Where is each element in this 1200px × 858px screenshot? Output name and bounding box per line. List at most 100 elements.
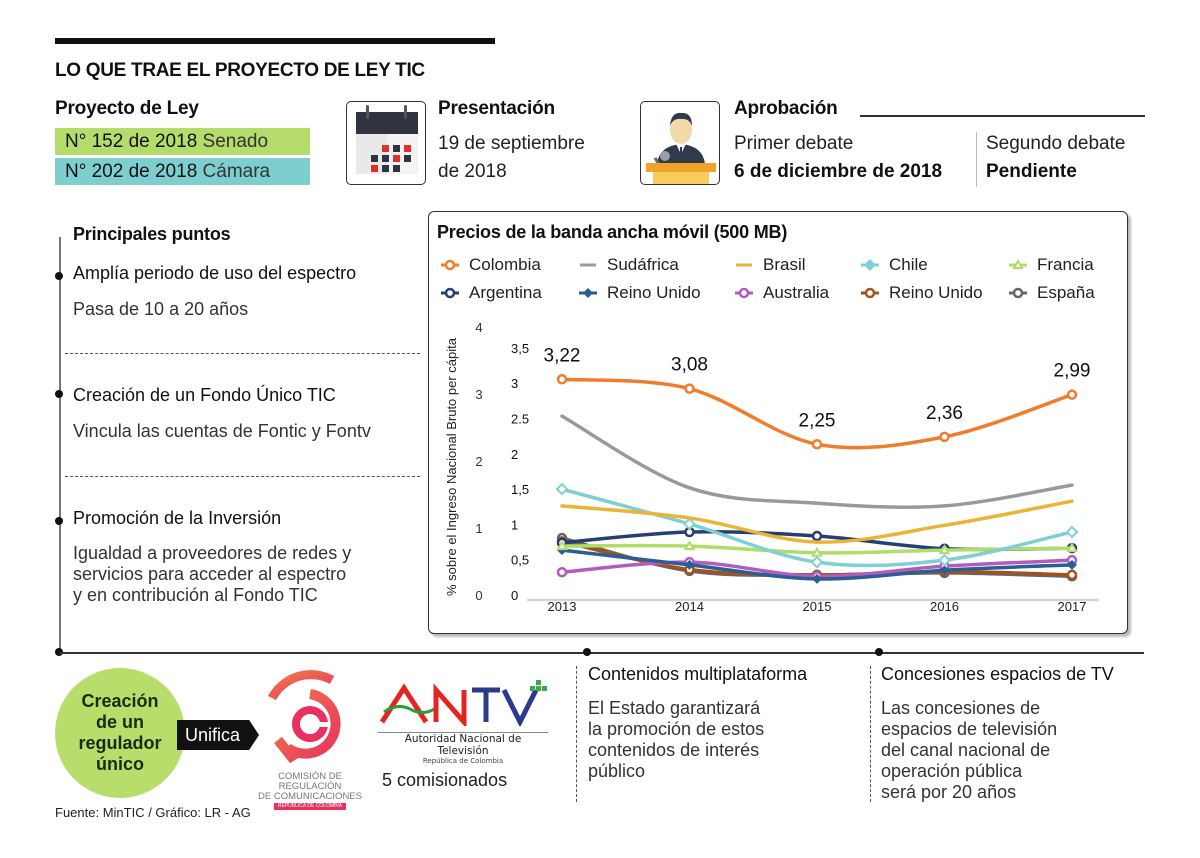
y-tick-label: 2 <box>475 454 482 469</box>
top-rule <box>55 38 495 44</box>
legend-swatch-argentina <box>441 287 459 299</box>
legend-swatch-espana <box>1009 287 1027 299</box>
y-tick-label-inner: 0,5 <box>511 553 529 568</box>
timeline-vertical <box>59 237 61 653</box>
primer-debate-value: 6 de diciembre de 2018 <box>734 161 943 182</box>
y-tick-label-inner: 1 <box>511 517 518 532</box>
legend-swatch-colombia <box>441 259 459 271</box>
marker-reino-unido <box>1067 559 1077 570</box>
series-line-sudafrica <box>560 414 1074 509</box>
senado-label: Senado <box>202 131 269 152</box>
marker-francia <box>683 540 696 551</box>
timeline-horizontal <box>59 652 1144 654</box>
marker-reino-unido <box>684 559 695 570</box>
timeline-dot <box>583 648 591 656</box>
circle-line: de un <box>95 712 144 732</box>
punto-1-body: Pasa de 10 a 20 años <box>73 299 249 319</box>
circle-line: Creación <box>81 691 159 711</box>
camara-tag: N° 202 de 2018 Cámara <box>55 158 310 185</box>
legend-swatch-chile <box>861 259 879 271</box>
y-tick-label: 3 <box>475 387 482 402</box>
concesiones-line: será por 20 años <box>881 782 1017 802</box>
camara-label: Cámara <box>202 161 271 182</box>
line-chart: % sobre el Ingreso Nacional Bruto per cá… <box>444 320 1099 614</box>
camara-number: N° 202 de 2018 <box>65 161 198 182</box>
legend-item: Argentina <box>439 283 542 303</box>
legend-label: Reino Unido <box>607 283 701 302</box>
marker-francia <box>1066 542 1078 553</box>
legend-label: Francia <box>1037 255 1094 274</box>
puntos-heading: Principales puntos <box>73 224 231 244</box>
marker-francia <box>1012 258 1024 269</box>
crc-logo-text-3: REPÚBLICA DE COLOMBIA <box>274 803 346 810</box>
data-label: 2,25 <box>799 410 836 431</box>
x-tick-label: 2013 <box>548 599 577 614</box>
aprobacion-heading: Aprobación <box>734 98 838 119</box>
legend-swatch-australia <box>735 287 753 299</box>
legend-item: España <box>1007 283 1095 303</box>
concesiones-title: Concesiones espacios de TV <box>881 664 1114 684</box>
series-line-brasil <box>560 499 1074 544</box>
marker-chile <box>938 553 951 567</box>
legend-item: Chile <box>859 255 928 275</box>
punto-3-body: Igualdad a proveedores de redes y servic… <box>73 543 351 606</box>
marker-reino-unido <box>812 573 822 584</box>
contenidos-line: contenidos de interés <box>588 740 760 760</box>
circle-line: único <box>95 754 144 774</box>
timeline-dot <box>875 648 883 656</box>
timeline-dot <box>55 390 63 398</box>
marker-colombia <box>444 259 456 271</box>
circle-line: regulador <box>78 733 162 753</box>
marker-francia <box>556 540 568 551</box>
data-label: 3,22 <box>544 345 581 366</box>
legend-swatch-brasil <box>736 263 752 267</box>
punto-3-body-line: y en contribución al Fondo TIC <box>73 585 318 605</box>
concesiones-line: Las concesiones de <box>881 698 1041 718</box>
crc-logo: COMISIÓN DE REGULACIÓN DE COMUNICACIONES… <box>250 668 370 810</box>
marker-colombia <box>939 431 950 443</box>
concesiones-line: espacios de televisión <box>881 719 1058 739</box>
y-axis-title: % sobre el Ingreso Nacional Bruto per cá… <box>444 337 459 596</box>
marker-reino-unido <box>939 565 950 576</box>
senado-number: N° 152 de 2018 <box>65 131 198 152</box>
presentacion-heading: Presentación <box>438 98 555 119</box>
x-tick-label: 2017 <box>1058 599 1087 614</box>
divider-dashed <box>65 476 420 477</box>
marker-australia <box>556 566 568 578</box>
data-label: 2,36 <box>926 403 963 424</box>
y-tick-label-inner: 3 <box>511 376 518 391</box>
marker-espana <box>1012 287 1024 299</box>
y-tick-label-inner: 2 <box>511 447 518 462</box>
legend-swatch-reino-unido <box>861 287 879 299</box>
antv-sub2: República de Colombia <box>422 757 504 765</box>
antv-logo-icon <box>379 680 547 729</box>
debate-divider <box>976 132 977 187</box>
segundo-debate-value: Pendiente <box>986 161 1077 182</box>
data-label: 2,99 <box>1054 361 1091 382</box>
legend-swatch-sudafrica <box>580 263 596 267</box>
concesiones-line: del canal nacional de <box>881 740 1051 760</box>
legend-label: Brasil <box>763 255 806 274</box>
marker-reino-unido <box>864 287 876 299</box>
y-tick-label-inner: 0 <box>511 588 518 603</box>
legend-label: Sudáfrica <box>607 255 679 274</box>
source-credit: Fuente: MinTIC / Gráfico: LR - AG <box>55 805 251 820</box>
presentacion-line1: 19 de septiembre <box>438 133 585 154</box>
legend-item: Sudáfrica <box>577 255 679 275</box>
antv-sub1: Autoridad Nacional de Televisión <box>378 732 548 757</box>
senado-tag: N° 152 de 2018 Senado <box>55 128 310 155</box>
x-tick-label: 2015 <box>803 599 832 614</box>
legend-item: Reino Unido <box>577 283 701 303</box>
marker-chile <box>683 517 696 531</box>
unifica-arrow-label: Unifica <box>177 720 259 750</box>
y-tick-label: 4 <box>475 320 482 335</box>
y-tick-label-inner: 2.5 <box>511 412 529 427</box>
crc-logo-text-1: COMISIÓN DE REGULACIÓN <box>278 771 342 792</box>
x-tick-label: 2014 <box>675 599 704 614</box>
marker-reino-unido <box>1066 569 1078 581</box>
marker-australia <box>738 287 750 299</box>
punto-3-body-line: Igualdad a proveedores de redes y <box>73 543 352 563</box>
legend-swatch-francia <box>1009 258 1027 269</box>
marker-chile <box>1065 525 1079 539</box>
legend-item: Reino Unido <box>859 283 983 303</box>
